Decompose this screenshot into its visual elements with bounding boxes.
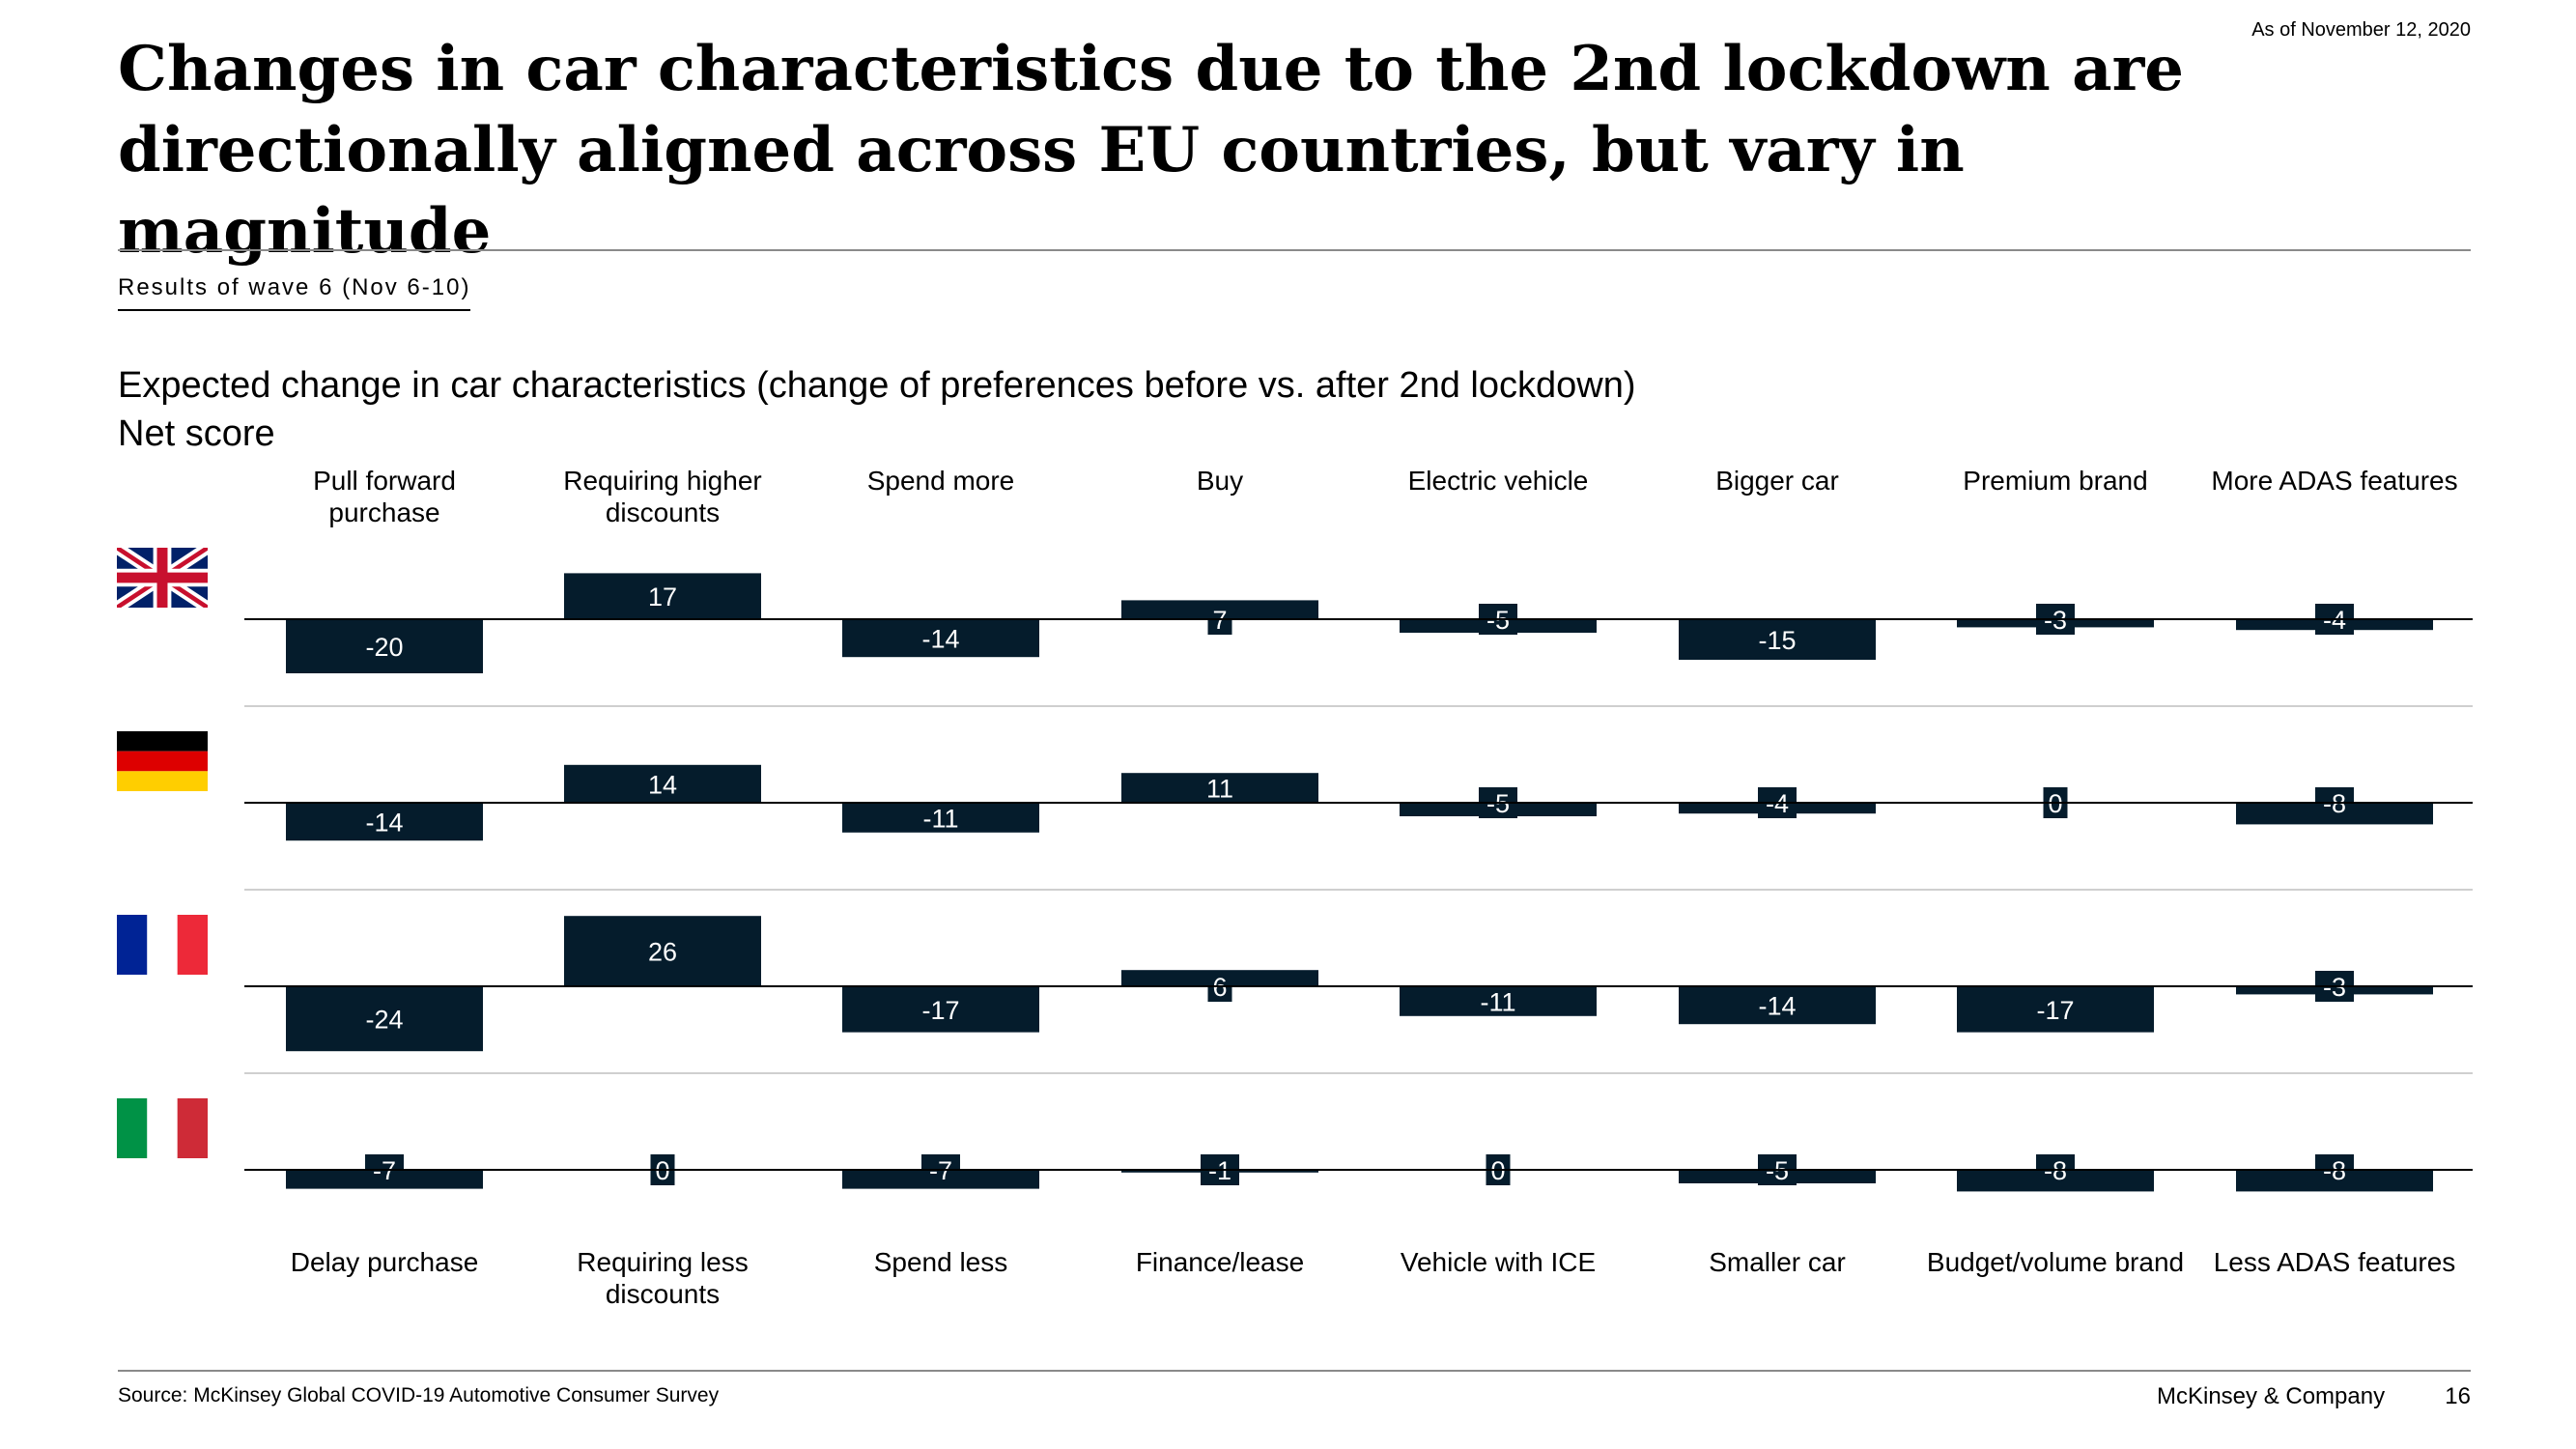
column-header-label: More ADAS features	[2211, 466, 2457, 496]
column-footer-label: Smaller car	[1709, 1247, 1846, 1277]
data-label: -17	[921, 996, 959, 1025]
data-label: -20	[365, 633, 403, 662]
bar	[286, 803, 483, 841]
page-number: 16	[2445, 1383, 2471, 1409]
company-name: McKinsey & Company	[2157, 1383, 2386, 1409]
data-label: 11	[1206, 775, 1233, 804]
column-footer-label: Budget/volume brand	[1927, 1247, 2184, 1277]
column-header-label: Premium brand	[1963, 466, 2147, 496]
column-header-label: Bigger car	[1715, 466, 1839, 496]
column-header-label: Pull forward purchase	[313, 466, 456, 527]
column-footer-label: Less ADAS features	[2214, 1247, 2456, 1277]
data-label: 14	[648, 770, 677, 799]
uk-flag-icon	[117, 548, 208, 608]
chart-unit: Net score	[118, 413, 275, 454]
data-label: -14	[1758, 992, 1796, 1021]
column-footer-label: Vehicle with ICE	[1401, 1247, 1596, 1277]
data-label: -14	[365, 809, 403, 838]
bar	[1679, 619, 1876, 660]
bar	[842, 986, 1039, 1033]
net-score-bar-chart: Pull forward purchase Requiring higher disc…	[244, 466, 2473, 1309]
column-header-label: Requiring higher discounts	[563, 466, 761, 527]
data-label: -11	[1480, 987, 1515, 1016]
italy-flag-icon	[117, 1098, 208, 1158]
column-header-label: Buy	[1197, 466, 1243, 496]
bar	[564, 916, 761, 986]
data-label: 26	[648, 938, 677, 967]
france-flag-icon	[117, 915, 208, 975]
bar	[286, 619, 483, 673]
column-header-label: Spend more	[867, 466, 1015, 496]
data-label: -14	[921, 625, 959, 654]
bar	[842, 619, 1039, 658]
column-footer-label: Spend less	[874, 1247, 1008, 1277]
data-label: -17	[2036, 996, 2074, 1025]
bar	[1121, 773, 1318, 803]
column-header-label: Electric vehicle	[1408, 466, 1589, 496]
bar	[1957, 986, 2154, 1033]
data-label: 17	[648, 582, 677, 611]
column-footer-label: Requiring less discounts	[577, 1247, 748, 1309]
bar	[842, 803, 1039, 833]
chart-subtitle: Expected change in car characteristics (…	[118, 365, 1636, 406]
page-title: Changes in car characteristics due to th…	[118, 33, 2184, 268]
bar	[1679, 986, 1876, 1025]
column-footer-label: Delay purchase	[291, 1247, 479, 1277]
bar	[564, 573, 761, 619]
footer-divider	[118, 1370, 2471, 1372]
bar	[1400, 986, 1597, 1016]
wave-label: Results of wave 6 (Nov 6-10)	[118, 274, 471, 311]
column-footer-label: Finance/lease	[1136, 1247, 1304, 1277]
source-note: Source: McKinsey Global COVID-19 Automot…	[118, 1384, 720, 1406]
data-label: -11	[922, 804, 958, 833]
data-label: -15	[1758, 626, 1796, 655]
germany-flag-icon	[117, 731, 208, 791]
as-of-date: As of November 12, 2020	[2251, 19, 2471, 41]
data-label: -24	[365, 1006, 403, 1035]
title-divider	[118, 249, 2471, 251]
bar	[564, 764, 761, 803]
bar	[286, 986, 483, 1052]
